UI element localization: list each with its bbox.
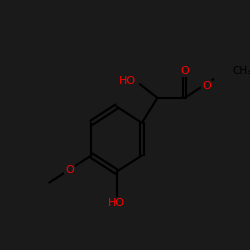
Text: O: O [65, 164, 74, 174]
Text: HO: HO [108, 198, 125, 208]
Text: O: O [180, 66, 189, 76]
Text: CH₃: CH₃ [232, 66, 250, 76]
Text: O: O [202, 81, 211, 91]
Text: HO: HO [119, 76, 136, 86]
